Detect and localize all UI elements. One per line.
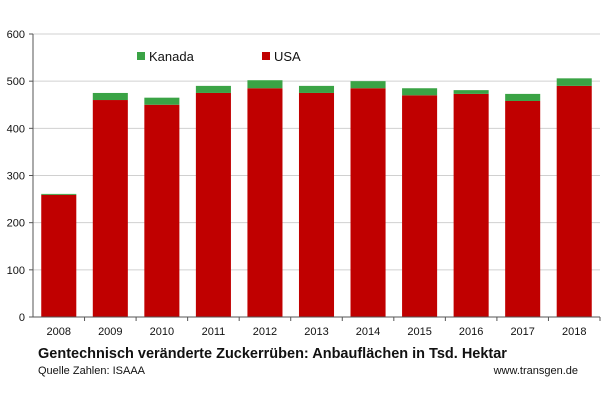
- bar-usa-2011: [195, 92, 231, 317]
- bar-kanada-2011: [195, 85, 231, 93]
- bar-usa-2016: [453, 93, 489, 317]
- bar-kanada-2015: [402, 88, 438, 96]
- bar-usa-2014: [350, 88, 386, 317]
- chart-title: Gentechnisch veränderte Zuckerrüben: Anb…: [38, 346, 507, 362]
- x-tick-label: 2015: [407, 326, 431, 338]
- bar-usa-2017: [505, 100, 541, 317]
- x-tick-label: 2016: [459, 326, 483, 338]
- x-tick-label: 2009: [98, 326, 122, 338]
- y-tick-labels: 0 100 200 300 400 500 600: [7, 29, 25, 324]
- y-tick-label: 400: [7, 123, 25, 135]
- bar-kanada-2018: [556, 78, 592, 86]
- x-tick-label: 2018: [562, 326, 586, 338]
- axes: [29, 33, 601, 321]
- y-tick-label: 100: [7, 265, 25, 277]
- bar-kanada-2014: [350, 81, 386, 89]
- bar-usa-2018: [556, 85, 592, 317]
- bar-kanada-2013: [298, 85, 335, 93]
- bar-kanada-2009: [92, 92, 128, 101]
- x-tick-label: 2013: [304, 326, 328, 338]
- bars: [41, 78, 592, 318]
- y-tick-label: 200: [7, 218, 25, 230]
- x-tick-labels: 2008 2009 2010 2011 2012 2013 2014 2015 2016 2017…: [47, 326, 587, 338]
- bar-usa-2015: [402, 95, 438, 317]
- legend-label-kanada: Kanada: [149, 49, 195, 64]
- legend: Kanada USA: [137, 49, 301, 64]
- site-url: www.transgen.de: [493, 365, 578, 377]
- bar-kanada-2016: [453, 90, 489, 94]
- y-tick-label: 0: [19, 312, 25, 324]
- legend-label-usa: USA: [274, 49, 301, 64]
- bar-usa-2012: [247, 88, 283, 317]
- legend-swatch-kanada: [137, 52, 145, 60]
- bar-usa-2010: [144, 104, 180, 317]
- x-tick-label: 2010: [150, 326, 174, 338]
- bar-usa-2009: [92, 100, 128, 318]
- bar-usa-2013: [298, 92, 335, 317]
- x-tick-label: 2017: [510, 326, 534, 338]
- bar-kanada-2017: [505, 93, 541, 101]
- legend-swatch-usa: [262, 52, 270, 60]
- y-tick-label: 600: [7, 29, 25, 41]
- x-tick-label: 2014: [356, 326, 380, 338]
- source-note: Quelle Zahlen: ISAAA: [38, 365, 146, 377]
- bar-usa-2008: [41, 194, 77, 317]
- bar-kanada-2010: [144, 97, 180, 105]
- bar-kanada-2012: [247, 80, 283, 89]
- y-tick-label: 300: [7, 171, 25, 183]
- x-tick-label: 2008: [47, 326, 71, 338]
- x-tick-label: 2011: [202, 326, 226, 338]
- y-tick-label: 500: [7, 76, 25, 88]
- bar-kanada-2008: [41, 193, 77, 195]
- x-tick-label: 2012: [253, 326, 277, 338]
